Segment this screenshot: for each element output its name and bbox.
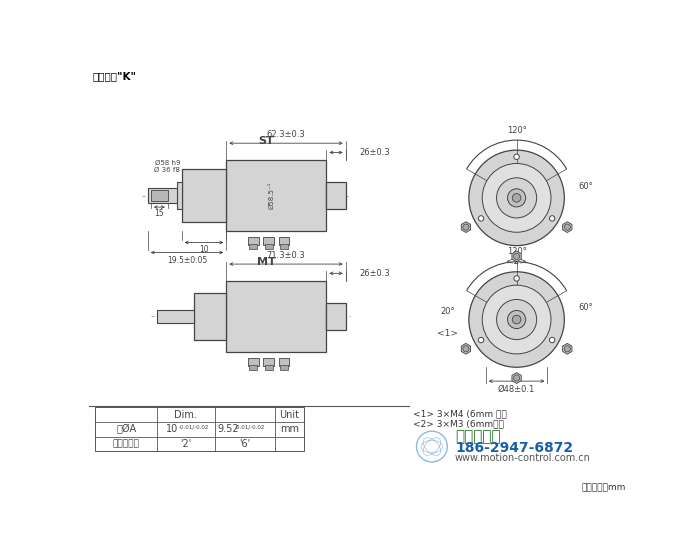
Circle shape	[496, 300, 537, 340]
Bar	[226, 281, 326, 352]
Circle shape	[514, 253, 519, 259]
Text: 10: 10	[199, 245, 209, 254]
Bar	[326, 302, 346, 330]
Circle shape	[478, 338, 484, 343]
Circle shape	[478, 216, 484, 221]
Text: 15: 15	[155, 209, 164, 218]
Bar	[249, 365, 257, 371]
Circle shape	[564, 224, 570, 230]
Polygon shape	[461, 222, 470, 233]
Bar	[248, 237, 258, 245]
Bar	[265, 365, 272, 371]
Bar	[182, 170, 226, 222]
Circle shape	[482, 163, 551, 232]
Bar	[249, 244, 257, 249]
Text: '6': '6'	[239, 439, 251, 449]
Text: 20°: 20°	[440, 307, 455, 316]
Bar	[265, 244, 272, 249]
Bar	[263, 237, 274, 245]
Text: 120°: 120°	[507, 247, 526, 256]
Text: 尺寸单位：mm: 尺寸单位：mm	[582, 484, 626, 493]
Bar	[177, 182, 182, 209]
Bar	[157, 310, 194, 323]
Circle shape	[463, 346, 469, 352]
Circle shape	[514, 154, 519, 160]
Text: Ø58.5⁻¹: Ø58.5⁻¹	[268, 182, 274, 209]
Circle shape	[508, 189, 526, 207]
Text: 71.3±0.3: 71.3±0.3	[267, 251, 305, 260]
Bar	[279, 237, 290, 245]
Text: mm: mm	[280, 424, 299, 434]
Text: 西安德伍拓: 西安德伍拓	[455, 429, 500, 444]
Bar	[280, 244, 288, 249]
Text: 60°: 60°	[578, 304, 593, 312]
Text: 26±0.3: 26±0.3	[360, 269, 391, 278]
Circle shape	[482, 285, 551, 354]
Circle shape	[463, 224, 469, 230]
Text: -0.01/-0.02: -0.01/-0.02	[234, 425, 265, 430]
Circle shape	[512, 194, 521, 202]
Bar	[280, 365, 288, 371]
Text: 轴ØA: 轴ØA	[116, 424, 136, 434]
Bar	[326, 182, 346, 209]
Bar	[226, 160, 326, 231]
Text: 60°: 60°	[578, 182, 593, 191]
Text: 10: 10	[167, 424, 178, 434]
Circle shape	[514, 276, 519, 281]
Text: Ø48±0.1: Ø48±0.1	[498, 385, 536, 394]
Text: -0.01/-0.02: -0.01/-0.02	[178, 425, 209, 430]
Polygon shape	[563, 222, 572, 233]
Text: MT: MT	[257, 257, 276, 267]
Text: 9.52: 9.52	[218, 424, 239, 434]
Text: 62.3±0.3: 62.3±0.3	[267, 131, 305, 140]
Circle shape	[512, 315, 521, 324]
Circle shape	[469, 150, 564, 246]
Circle shape	[496, 178, 537, 218]
Polygon shape	[512, 373, 522, 383]
Text: 夹紧法兰"K": 夹紧法兰"K"	[92, 71, 136, 81]
Bar	[151, 190, 168, 201]
Text: 26±0.3: 26±0.3	[360, 148, 391, 157]
Text: Ø58 h9: Ø58 h9	[155, 160, 180, 166]
Text: <2>: <2>	[506, 257, 527, 266]
Text: 120°: 120°	[507, 126, 526, 134]
Polygon shape	[563, 343, 572, 354]
Circle shape	[564, 346, 570, 352]
Text: <2> 3×M3 (6mm深）: <2> 3×M3 (6mm深）	[413, 420, 503, 429]
Text: 186-2947-6872: 186-2947-6872	[455, 441, 573, 455]
Text: 19.5±0.05: 19.5±0.05	[167, 256, 207, 264]
Bar	[263, 358, 274, 365]
Bar	[248, 358, 258, 365]
Text: Unit: Unit	[279, 410, 300, 420]
Text: ST: ST	[258, 136, 274, 146]
Bar	[194, 292, 226, 340]
Text: '2': '2'	[181, 439, 192, 449]
Circle shape	[514, 375, 519, 381]
Circle shape	[550, 338, 555, 343]
Polygon shape	[512, 251, 522, 262]
Circle shape	[550, 216, 555, 221]
Circle shape	[508, 310, 526, 329]
Text: www.motion-control.com.cn: www.motion-control.com.cn	[455, 453, 591, 463]
Text: 轴类型代码: 轴类型代码	[113, 439, 139, 449]
Bar	[95, 407, 304, 451]
Circle shape	[469, 272, 564, 367]
Bar	[279, 358, 290, 365]
Text: Dim.: Dim.	[174, 410, 197, 420]
Text: <1>: <1>	[437, 329, 458, 338]
Text: Ø 36 f8: Ø 36 f8	[154, 166, 180, 172]
Bar	[148, 188, 177, 203]
Polygon shape	[461, 343, 470, 354]
Text: <1> 3×M4 (6mm 深）: <1> 3×M4 (6mm 深）	[413, 410, 506, 418]
